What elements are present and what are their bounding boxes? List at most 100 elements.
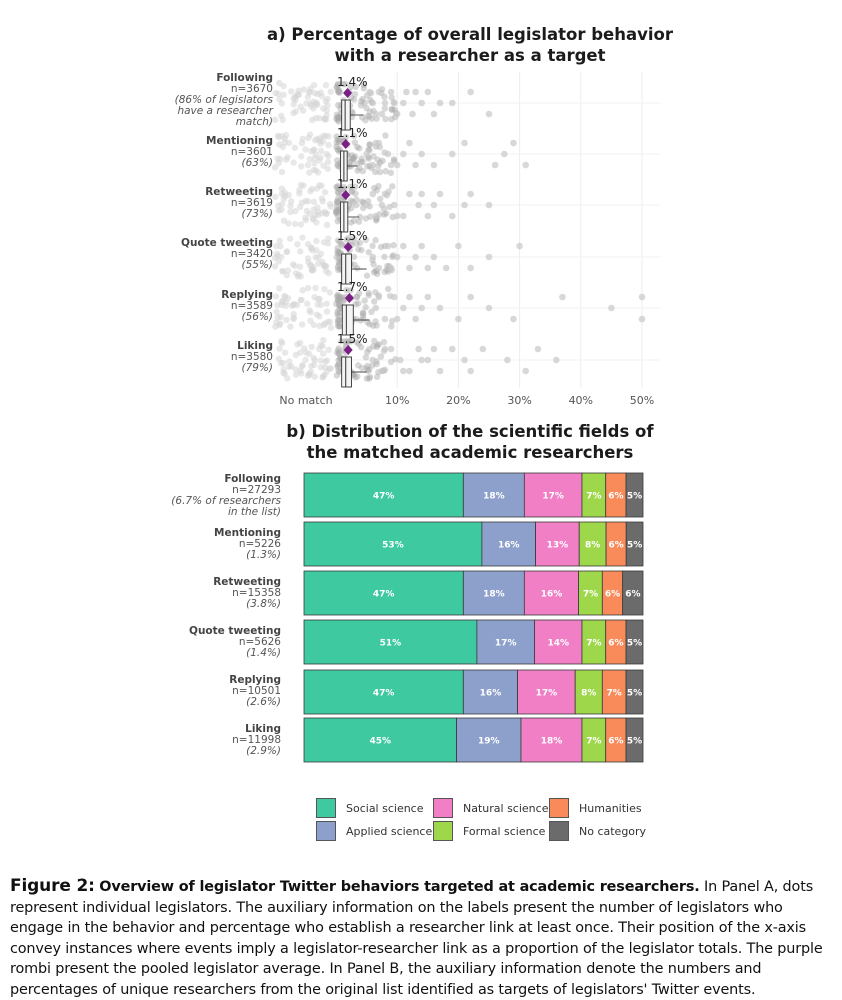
- legislator-point: [384, 285, 392, 293]
- no-match-point: [277, 313, 284, 321]
- legislator-point: [375, 182, 382, 190]
- no-match-point: [314, 204, 321, 211]
- no-match-point: [287, 208, 294, 216]
- legislator-point: [338, 337, 345, 345]
- outlier-point: [406, 264, 413, 272]
- outlier-point: [415, 201, 422, 209]
- no-match-point: [273, 308, 280, 316]
- legislator-point: [335, 266, 342, 274]
- no-match-point: [309, 116, 316, 124]
- row-n: n=27293: [232, 484, 281, 496]
- legend-swatch-humanities: [549, 798, 569, 818]
- no-match-point: [271, 164, 279, 171]
- outlier-point: [412, 88, 419, 96]
- legislator-point: [336, 323, 343, 330]
- no-match-point: [319, 342, 326, 350]
- bar-segment: [523, 570, 579, 616]
- legislator-point: [382, 210, 390, 217]
- legislator-point: [348, 188, 356, 196]
- row-name: Quote tweeting: [189, 625, 281, 637]
- outlier-point: [400, 304, 407, 312]
- legislator-point: [369, 242, 376, 250]
- outlier-point: [501, 150, 508, 158]
- legislator-point: [373, 373, 381, 381]
- row-note: in the list): [228, 506, 281, 518]
- no-match-point: [276, 96, 283, 103]
- no-match-point: [286, 235, 294, 242]
- legislator-point: [338, 240, 345, 247]
- panel-a-plot: No match 10% 20% 30% 40% 50% 1.4% 1.1% 1.1% 1.5% 1…: [271, 72, 660, 407]
- outlier-point: [638, 293, 646, 301]
- legislator-point: [364, 367, 372, 375]
- box-iqr: [341, 356, 352, 388]
- legislator-point: [350, 253, 358, 261]
- legislator-point: [376, 159, 384, 166]
- legislator-point: [347, 338, 354, 345]
- no-match-point: [313, 219, 320, 226]
- outlier-point: [381, 345, 389, 353]
- no-match-point: [290, 315, 297, 323]
- no-match-point: [298, 153, 305, 160]
- outlier-point: [455, 315, 462, 323]
- legislator-point: [336, 114, 343, 122]
- legislator-point: [371, 337, 378, 345]
- legislator-point: [365, 366, 373, 374]
- no-match-point: [281, 349, 289, 356]
- legislator-point: [334, 363, 341, 370]
- no-match-point: [298, 199, 306, 206]
- legislator-point: [333, 84, 340, 91]
- no-match-point: [277, 243, 284, 250]
- outlier-point: [418, 99, 425, 107]
- row-name: Mentioning: [214, 527, 281, 539]
- legislator-point: [335, 367, 342, 374]
- legislator-point: [380, 338, 388, 346]
- no-match-point: [279, 267, 287, 275]
- legislator-point: [335, 114, 342, 122]
- no-match-point: [324, 95, 331, 103]
- legend-swatch-social-science: [316, 798, 336, 818]
- bar-segment-label: 17%: [536, 689, 558, 699]
- legislator-point: [370, 153, 377, 160]
- no-match-point: [321, 116, 328, 123]
- outlier-point: [393, 212, 401, 220]
- bar-segment: [303, 570, 464, 616]
- legislator-point: [335, 249, 343, 257]
- legislator-point: [348, 187, 355, 195]
- legislator-point: [369, 343, 377, 350]
- no-match-point: [297, 181, 305, 189]
- outlier-point: [448, 150, 456, 158]
- average-diamond: [343, 88, 353, 98]
- no-match-point: [279, 116, 286, 124]
- legislator-point: [367, 213, 374, 220]
- legislator-point: [336, 305, 343, 313]
- bar-segment-label: 8%: [585, 541, 600, 551]
- bar-segment-label: 17%: [495, 639, 517, 649]
- no-match-point: [311, 154, 319, 162]
- legislator-point: [334, 248, 341, 255]
- legislator-point: [333, 253, 340, 261]
- no-match-point: [296, 186, 303, 194]
- bar-segment-label: 18%: [483, 590, 505, 600]
- outlier-point: [467, 293, 474, 301]
- legislator-point: [348, 94, 355, 101]
- legislator-point: [336, 323, 343, 330]
- legislator-point: [363, 272, 371, 279]
- legend-swatch-natural-science: [433, 798, 453, 818]
- outlier-point: [393, 110, 401, 118]
- outlier-point: [363, 150, 370, 158]
- outlier-point: [369, 190, 377, 198]
- legislator-point: [358, 98, 365, 105]
- legislator-point: [358, 155, 365, 162]
- outlier-point: [418, 242, 425, 250]
- outlier-point: [369, 356, 377, 364]
- legislator-point: [360, 310, 367, 317]
- legislator-point: [334, 317, 342, 325]
- outlier-point: [378, 201, 386, 209]
- outlier-point: [412, 253, 419, 261]
- legislator-point: [348, 158, 355, 165]
- row-label-liking: Liking n=3580 (79%): [231, 341, 273, 374]
- no-match-point: [325, 133, 332, 140]
- outlier-point: [375, 293, 383, 301]
- legislator-point: [363, 104, 370, 112]
- no-match-point: [310, 266, 317, 274]
